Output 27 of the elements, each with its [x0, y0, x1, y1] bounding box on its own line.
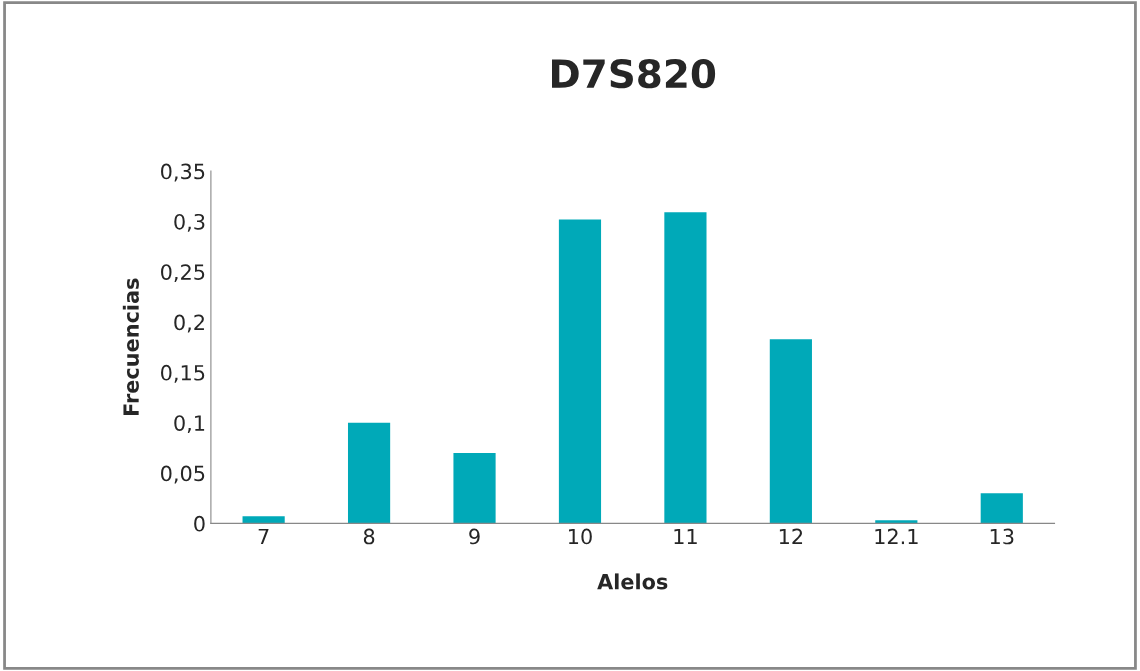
x-tick-label: 11 [674, 528, 697, 545]
y-tick-label: 0,3 [174, 213, 205, 232]
x-tick-label: 12.1 [875, 528, 918, 545]
bar [558, 219, 602, 524]
x-tick-label: 13 [990, 528, 1014, 545]
x-tick-label: 8 [363, 528, 375, 545]
chart-title: D7S820 [552, 58, 716, 89]
x-tick-label: 12 [779, 528, 803, 545]
y-tick-label: 0,2 [174, 314, 204, 333]
bar [453, 452, 496, 524]
y-tick-label: 0,1 [174, 415, 205, 434]
bar [664, 212, 707, 524]
x-tick-label: 7 [258, 528, 269, 545]
bar [769, 339, 812, 524]
bar [980, 493, 1023, 524]
y-tick-label: 0,25 [161, 264, 205, 283]
y-tick-label: 0,35 [161, 163, 205, 182]
x-tick-label: 10 [569, 528, 592, 545]
bar [875, 520, 918, 524]
y-tick-label: 0,05 [161, 465, 205, 484]
x-axis-title: Alelos [597, 573, 668, 590]
y-tick-label: 0,15 [161, 364, 205, 383]
x-tick-label: 9 [469, 528, 480, 545]
bar [347, 422, 391, 524]
y-axis-title: Frecuencias [122, 278, 139, 416]
bar [242, 516, 285, 524]
y-tick-label: 0 [194, 515, 205, 532]
